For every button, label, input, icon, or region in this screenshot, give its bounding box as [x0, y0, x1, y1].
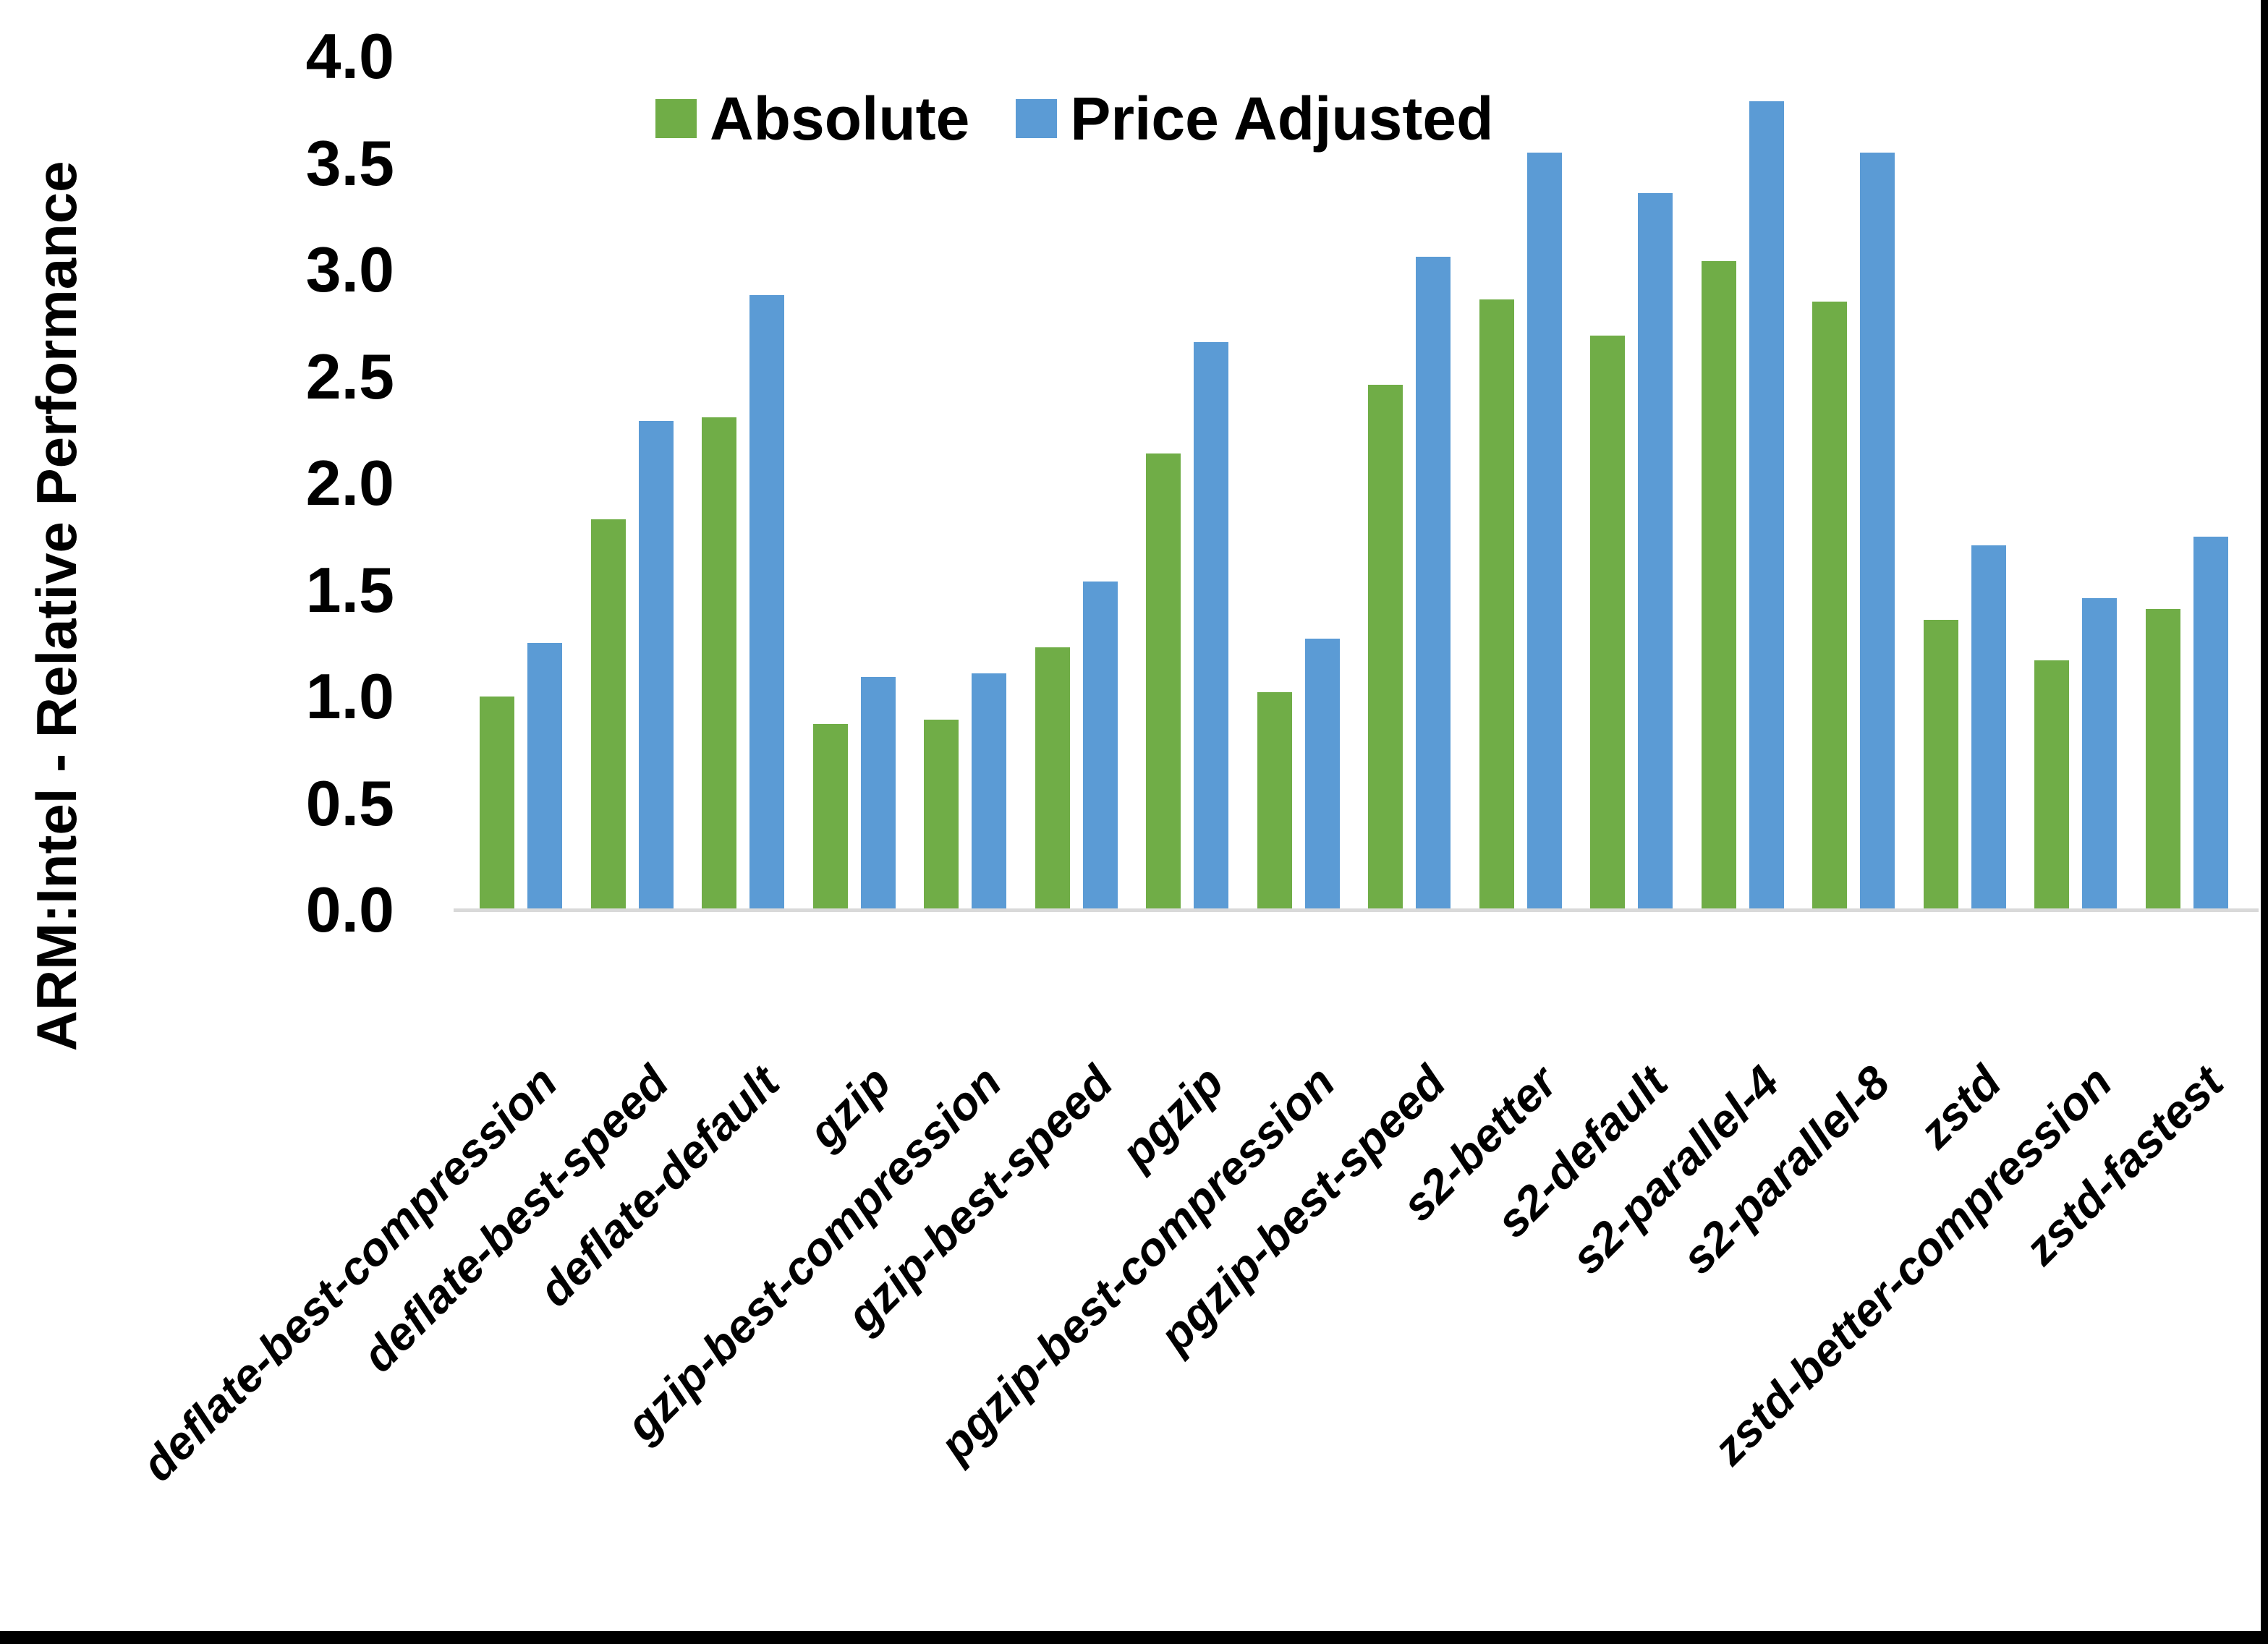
bar-price-adjusted: [1194, 342, 1228, 910]
bar-price-adjusted: [2193, 537, 2228, 910]
legend-label-price-adjusted: Price Adjusted: [1070, 85, 1494, 153]
bar-absolute: [1479, 299, 1514, 910]
bar-absolute: [1924, 620, 1958, 910]
bar-price-adjusted: [1971, 545, 2006, 910]
bar-absolute: [2034, 660, 2069, 910]
bar-absolute: [1257, 692, 1292, 910]
bar-price-adjusted: [639, 421, 674, 910]
bar-price-adjusted: [1416, 257, 1451, 910]
y-tick-label: 1.0: [305, 660, 394, 732]
bar-absolute: [480, 697, 514, 910]
bar-absolute: [1812, 302, 1847, 910]
bar-price-adjusted: [1638, 193, 1673, 910]
bar-absolute: [2146, 609, 2180, 910]
y-tick-label: 1.5: [305, 553, 394, 626]
legend-swatch-price-adjusted: [1016, 99, 1058, 138]
bar-price-adjusted: [861, 677, 896, 910]
bar-price-adjusted: [1305, 639, 1340, 910]
y-tick-label: 3.0: [305, 234, 394, 305]
bar-absolute: [1368, 385, 1403, 910]
bar-absolute: [702, 417, 736, 910]
y-tick-label: 2.5: [305, 340, 394, 412]
bar-absolute: [1702, 261, 1736, 910]
bar-price-adjusted: [972, 673, 1006, 910]
legend-swatch-absolute: [655, 99, 697, 138]
legend-item-absolute: Absolute: [655, 88, 969, 149]
bar-price-adjusted: [749, 295, 784, 910]
y-tick-label: 2.0: [305, 447, 394, 519]
bar-price-adjusted: [2082, 598, 2117, 910]
bar-price-adjusted: [1083, 582, 1118, 910]
bar-absolute: [1146, 453, 1181, 910]
bar-absolute: [924, 720, 959, 910]
bar-absolute: [591, 519, 626, 910]
legend-item-price-adjusted: Price Adjusted: [1016, 88, 1493, 149]
legend: Absolute Price Adjusted: [655, 88, 1493, 149]
bar-price-adjusted: [527, 643, 562, 910]
y-tick-label: 0.0: [305, 874, 394, 945]
y-axis-title: ARM:Intel - Relative Performance: [25, 161, 88, 1052]
bar-absolute: [1590, 336, 1625, 910]
y-tick-label: 3.5: [305, 127, 394, 199]
x-axis-line: [454, 908, 2259, 912]
bar-price-adjusted: [1527, 153, 1562, 910]
y-tick-label: 4.0: [305, 20, 394, 92]
bar-absolute: [1035, 647, 1070, 910]
y-tick-label: 0.5: [305, 767, 394, 839]
bar-price-adjusted: [1860, 153, 1895, 910]
legend-label-absolute: Absolute: [710, 85, 970, 153]
bar-price-adjusted: [1749, 101, 1784, 910]
bar-absolute: [813, 724, 848, 910]
